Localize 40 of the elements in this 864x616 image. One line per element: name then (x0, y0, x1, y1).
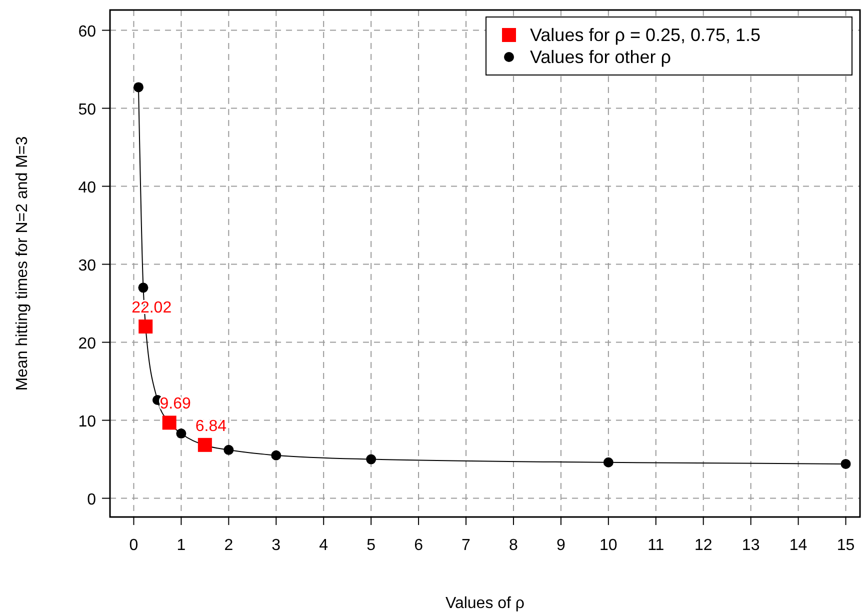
x-axis-title: Values of ρ (445, 595, 525, 612)
x-tick-label: 6 (414, 537, 424, 554)
point (176, 428, 186, 439)
point (366, 454, 376, 464)
point (133, 82, 144, 92)
x-tick-label: 13 (742, 537, 760, 554)
x-tick-label: 4 (319, 537, 328, 554)
x-tick-label: 2 (224, 537, 234, 554)
x-tick-label: 11 (648, 537, 664, 554)
x-tick-label: 0 (129, 537, 138, 554)
y-tick-label: 50 (78, 101, 96, 118)
x-tick-label: 3 (272, 537, 281, 554)
point (198, 438, 212, 452)
y-axis-title: Mean hitting times for N=2 and M=3 (14, 136, 31, 391)
point (138, 282, 148, 293)
x-tick-label: 10 (600, 537, 618, 554)
x-tick-label: 12 (694, 537, 712, 554)
x-tick-label: 1 (176, 537, 186, 554)
y-tick-label: 40 (78, 179, 96, 196)
x-tick-label: 9 (556, 537, 566, 554)
data-label: 9.69 (160, 396, 192, 413)
y-tick-label: 20 (78, 335, 96, 352)
point (138, 320, 153, 334)
legend-label: Values for ρ = 0.25, 0.75, 1.5 (530, 25, 761, 45)
point (603, 457, 614, 468)
point (840, 458, 851, 469)
y-tick-label: 0 (87, 491, 96, 508)
legend-label: Values for other ρ (530, 47, 671, 67)
y-tick-label: 10 (78, 413, 96, 430)
y-tick-label: 60 (78, 23, 96, 40)
x-tick-label: 14 (789, 537, 808, 554)
x-tick-label: 7 (462, 537, 471, 554)
point (224, 444, 234, 455)
data-label: 6.84 (195, 418, 227, 435)
x-tick-label: 15 (836, 537, 855, 554)
point (271, 450, 282, 460)
y-tick-label: 30 (78, 257, 96, 274)
x-tick-label: 8 (509, 537, 518, 554)
x-tick-label: 5 (366, 537, 376, 554)
point (162, 416, 176, 430)
